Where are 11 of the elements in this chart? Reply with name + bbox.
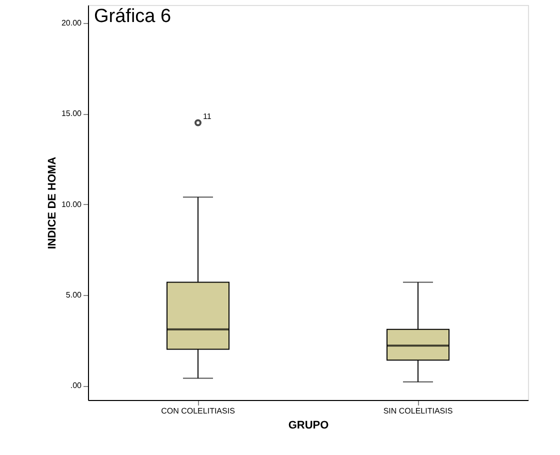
annotation: 11 <box>203 112 212 121</box>
x-tick-label: SIN COLELITIASIS <box>383 406 453 416</box>
y-tick-label: 15.00 <box>61 109 82 118</box>
y-tick-label: 10.00 <box>61 200 82 209</box>
y-tick-label: .00 <box>70 381 82 390</box>
chart-title: Gráfica 6 <box>94 6 172 27</box>
y-tick-label: 20.00 <box>61 18 82 28</box>
x-tick-label: CON COLELITIASIS <box>161 406 235 416</box>
x-axis-title: GRUPO <box>288 420 330 432</box>
y-tick-label: 5.00 <box>66 290 82 300</box>
y-axis-title: INDICE DE HOMA <box>46 156 58 250</box>
